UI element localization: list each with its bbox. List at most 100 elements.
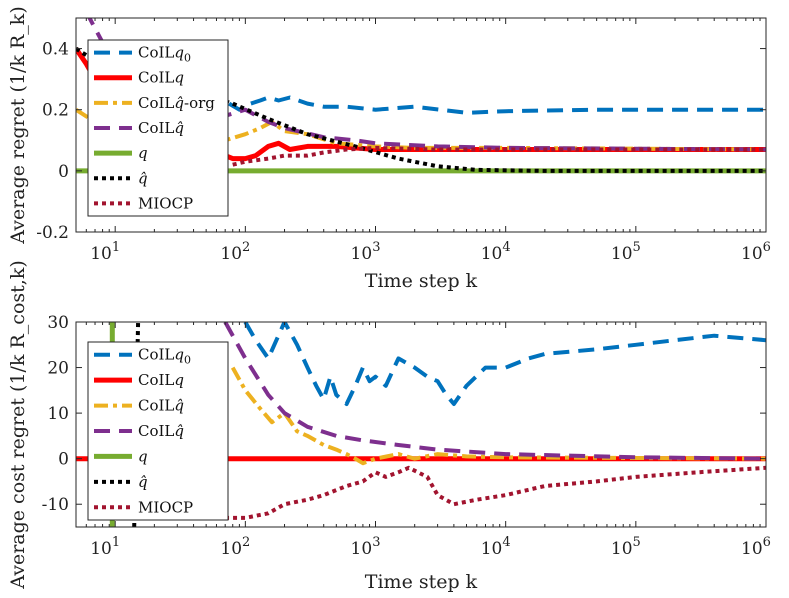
legend-main: CoIL xyxy=(138,119,174,137)
x-tick-base: 10 xyxy=(351,244,373,264)
legend-box xyxy=(87,39,229,217)
series-line-CoILqhat-org xyxy=(230,366,766,466)
series-line-CoILqhat xyxy=(223,322,766,461)
y-tick-label: -10 xyxy=(42,495,69,515)
legend-symbol: q xyxy=(138,447,148,465)
x-tick-label: 105 xyxy=(611,240,641,264)
legend-label-qhat: q̂ xyxy=(138,169,148,187)
y-tick-label: 0 xyxy=(58,450,69,470)
x-tick-exp: 4 xyxy=(502,240,510,255)
legend-label-CoILq0: CoILq0 xyxy=(138,346,191,367)
x-tick-label: 101 xyxy=(90,535,120,559)
legend-symbol: q xyxy=(174,371,184,389)
legend-label-CoILqhat: CoILq̂ xyxy=(138,422,184,440)
x-tick-base: 10 xyxy=(351,539,373,559)
x-tick-label: 102 xyxy=(220,535,250,559)
y-tick-label: 0.4 xyxy=(42,40,69,60)
y-tick-label: 0 xyxy=(58,162,69,182)
x-axis-label: Time step k xyxy=(365,571,478,593)
x-tick-base: 10 xyxy=(90,244,112,264)
legend-main: CoIL xyxy=(138,69,174,87)
legend-symbol: q̂ xyxy=(174,94,184,112)
legend-label-CoILqhat-org: CoILq̂ xyxy=(138,397,184,415)
series-line-MIOCP xyxy=(193,465,766,520)
x-tick-base: 10 xyxy=(741,539,763,559)
x-tick-label: 105 xyxy=(611,535,641,559)
legend-label-q: q xyxy=(138,447,148,465)
x-tick-label: 103 xyxy=(351,535,381,559)
x-tick-exp: 1 xyxy=(112,240,120,255)
legend-label-MIOCP: MIOCP xyxy=(138,194,193,212)
legend-suffix: -org xyxy=(184,94,215,112)
x-tick-label: 106 xyxy=(741,240,771,264)
x-tick-label: 101 xyxy=(90,240,120,264)
legend-main: CoIL xyxy=(138,346,174,364)
legend-subscript: 0 xyxy=(184,52,191,65)
series-line-CoILq0 xyxy=(243,322,766,406)
legend-main: MIOCP xyxy=(138,194,193,212)
axes-box xyxy=(75,17,767,233)
legend-symbol: q̂ xyxy=(174,119,184,137)
legend-symbol: q xyxy=(174,69,184,87)
axes-box xyxy=(75,321,767,528)
y-tick-label: 20 xyxy=(47,359,69,379)
y-axis-label: Average cost regret (1/k R_cost,k) xyxy=(7,260,29,589)
y-tick-label: -0.2 xyxy=(36,223,69,243)
series-line-CoILq0 xyxy=(228,95,766,115)
x-tick-exp: 3 xyxy=(372,240,380,255)
x-tick-label: 106 xyxy=(741,535,771,559)
legend-label-q: q xyxy=(138,144,148,162)
legend-label-CoILqhat-org: CoILq̂-org xyxy=(138,94,215,112)
x-tick-base: 10 xyxy=(220,539,242,559)
y-tick-label: 10 xyxy=(47,404,69,424)
legend-subscript: 0 xyxy=(184,354,191,367)
x-tick-base: 10 xyxy=(220,244,242,264)
x-tick-exp: 3 xyxy=(372,535,380,550)
legend-label-CoILq: CoILq xyxy=(138,371,184,389)
x-tick-label: 102 xyxy=(220,240,250,264)
x-tick-label: 104 xyxy=(481,535,511,559)
x-tick-exp: 6 xyxy=(763,240,771,255)
legend-label-CoILq0: CoILq0 xyxy=(138,44,191,65)
x-tick-exp: 5 xyxy=(633,240,641,255)
legend-main: CoIL xyxy=(138,94,174,112)
legend-symbol: q xyxy=(174,44,184,62)
x-tick-exp: 1 xyxy=(112,535,120,550)
x-tick-base: 10 xyxy=(741,244,763,264)
legend-label-CoILqhat: CoILq̂ xyxy=(138,119,184,137)
legend-main: CoIL xyxy=(138,422,174,440)
x-tick-exp: 6 xyxy=(763,535,771,550)
legend-symbol: q xyxy=(174,346,184,364)
x-tick-exp: 4 xyxy=(502,535,510,550)
x-tick-base: 10 xyxy=(481,539,503,559)
legend-main: MIOCP xyxy=(138,498,193,516)
y-axis-label: Average regret (1/k R_k) xyxy=(7,6,29,244)
x-tick-base: 10 xyxy=(611,244,633,264)
y-tick-label: 30 xyxy=(47,313,69,333)
x-tick-exp: 5 xyxy=(633,535,641,550)
legend-label-MIOCP: MIOCP xyxy=(138,498,193,516)
legend-symbol: q̂ xyxy=(174,422,184,440)
x-axis-label: Time step k xyxy=(365,270,478,292)
legend-symbol: q xyxy=(138,144,148,162)
legend-label-qhat: q̂ xyxy=(138,473,148,491)
x-tick-label: 103 xyxy=(351,240,381,264)
legend-main: CoIL xyxy=(138,371,174,389)
x-tick-base: 10 xyxy=(611,539,633,559)
legend-main: CoIL xyxy=(138,44,174,62)
y-tick-label: 0.2 xyxy=(42,101,69,121)
legend-label-CoILq: CoILq xyxy=(138,69,184,87)
legend-symbol: q̂ xyxy=(138,169,148,187)
legend-box xyxy=(87,341,229,521)
legend-symbol: q̂ xyxy=(138,473,148,491)
x-tick-label: 104 xyxy=(481,240,511,264)
x-tick-base: 10 xyxy=(90,539,112,559)
x-tick-exp: 2 xyxy=(242,535,250,550)
series-line-qhat xyxy=(76,46,766,173)
x-tick-exp: 2 xyxy=(242,240,250,255)
